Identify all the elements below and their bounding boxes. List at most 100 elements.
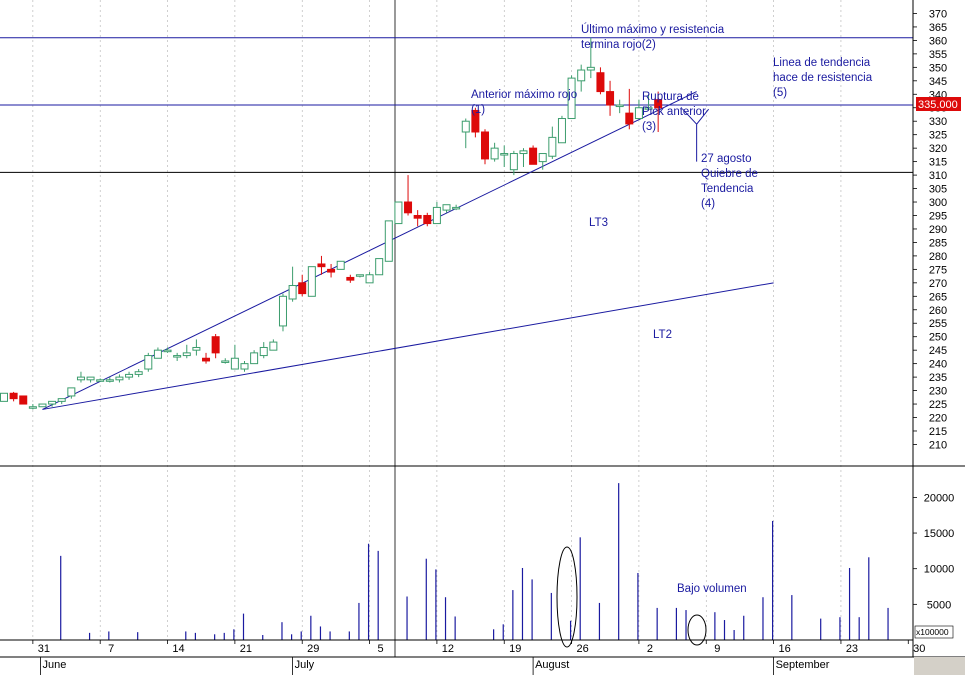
volume-tick-label: 15000 xyxy=(924,528,955,540)
candle-body xyxy=(634,107,643,120)
candle-body xyxy=(538,153,547,163)
candle-body xyxy=(355,274,364,277)
candle-body xyxy=(269,341,278,351)
month-label: July xyxy=(295,659,315,671)
candle-body xyxy=(500,153,509,156)
candle-body xyxy=(548,136,557,157)
candle xyxy=(606,80,615,116)
candle-body xyxy=(413,214,422,219)
candle-body xyxy=(9,392,18,400)
candle xyxy=(278,293,287,332)
price-tick-label: 260 xyxy=(929,305,947,317)
day-tick-label: 31 xyxy=(38,643,50,655)
day-tick-label: 7 xyxy=(108,643,114,655)
candle-body xyxy=(404,201,413,214)
candle-body xyxy=(586,66,595,71)
price-tick-label: 305 xyxy=(929,184,947,196)
price-tick-label: 365 xyxy=(929,22,947,34)
candle-body xyxy=(96,379,105,382)
candle-body xyxy=(375,258,384,276)
candle-body xyxy=(76,376,85,381)
candle-body xyxy=(67,387,76,397)
candle-body xyxy=(442,204,451,211)
candle-body xyxy=(48,400,57,405)
price-annotations: Último máximo y resistencia termina rojo… xyxy=(471,23,873,595)
candle-body xyxy=(19,395,28,405)
candle xyxy=(67,387,76,399)
candle xyxy=(298,274,307,297)
candle xyxy=(250,350,259,365)
annotation-ultimo-maximo-line1: Último máximo y resistencia xyxy=(581,23,725,36)
price-tick-label: 245 xyxy=(929,345,947,357)
candle-body xyxy=(202,357,211,362)
price-tick-label: 225 xyxy=(929,399,947,411)
day-tick-label: 9 xyxy=(714,643,720,655)
day-tick-label: 2 xyxy=(647,643,653,655)
candle xyxy=(644,94,653,111)
candle-body xyxy=(644,107,653,110)
candle xyxy=(76,371,85,383)
candle-body xyxy=(452,206,461,210)
candle-body xyxy=(28,406,37,409)
annotation-anterior-maximo-line1: Anterior máximo rojo xyxy=(471,89,577,101)
candle xyxy=(557,115,566,144)
price-tick-label: 330 xyxy=(929,116,947,128)
candle xyxy=(481,129,489,165)
month-label: September xyxy=(776,659,830,671)
candle xyxy=(365,272,374,284)
candle-body xyxy=(461,120,470,133)
candle xyxy=(221,358,230,364)
candle xyxy=(509,150,518,176)
candle xyxy=(307,266,316,297)
annotation-linea-tendencia-line2: hace de resistencia xyxy=(773,72,873,84)
price-panel xyxy=(0,37,913,410)
candle-body xyxy=(57,398,66,402)
annotation-quiebre-line2: Quiebre de xyxy=(701,168,758,180)
candle-body xyxy=(182,352,191,357)
candle xyxy=(144,352,153,372)
candle xyxy=(0,392,8,402)
candle xyxy=(153,347,162,359)
candle-body xyxy=(144,355,153,370)
candle xyxy=(134,369,143,378)
candle xyxy=(259,342,268,359)
candle-body xyxy=(192,346,201,351)
candle xyxy=(375,258,384,276)
trend-line-lt2 xyxy=(42,282,774,410)
candle-body xyxy=(278,295,287,327)
candle xyxy=(327,263,336,278)
annotation-linea-tendencia-line3: (5) xyxy=(773,87,787,99)
candle xyxy=(86,376,95,383)
candle-body xyxy=(394,201,403,225)
annotation-ultimo-maximo-line2: termina rojo(2) xyxy=(581,39,656,51)
candle-body xyxy=(557,118,566,144)
price-tick-label: 345 xyxy=(929,76,947,88)
candle xyxy=(654,91,663,132)
candle xyxy=(432,202,441,225)
candle xyxy=(192,339,201,356)
candle xyxy=(423,212,432,227)
price-tick-label: 270 xyxy=(929,278,947,290)
candle xyxy=(38,403,47,408)
candle-body xyxy=(105,379,114,382)
candle xyxy=(529,145,538,165)
volume-unit-label: x100000 xyxy=(916,627,949,637)
candle-body xyxy=(317,263,326,268)
price-tick-label: 290 xyxy=(929,224,947,236)
last-price-marker: 335.000 xyxy=(916,97,961,111)
day-tick-label: 5 xyxy=(377,643,383,655)
price-tick-label: 315 xyxy=(929,157,947,169)
low-volume-ellipse xyxy=(687,614,707,646)
candle xyxy=(336,260,345,270)
candle-body xyxy=(529,147,538,165)
candle xyxy=(240,360,249,372)
price-tick-label: 250 xyxy=(929,332,947,344)
month-label: June xyxy=(42,659,66,671)
day-tick-label: 19 xyxy=(509,643,521,655)
candle xyxy=(384,220,393,262)
candle xyxy=(442,204,451,213)
candle-body xyxy=(0,392,8,402)
